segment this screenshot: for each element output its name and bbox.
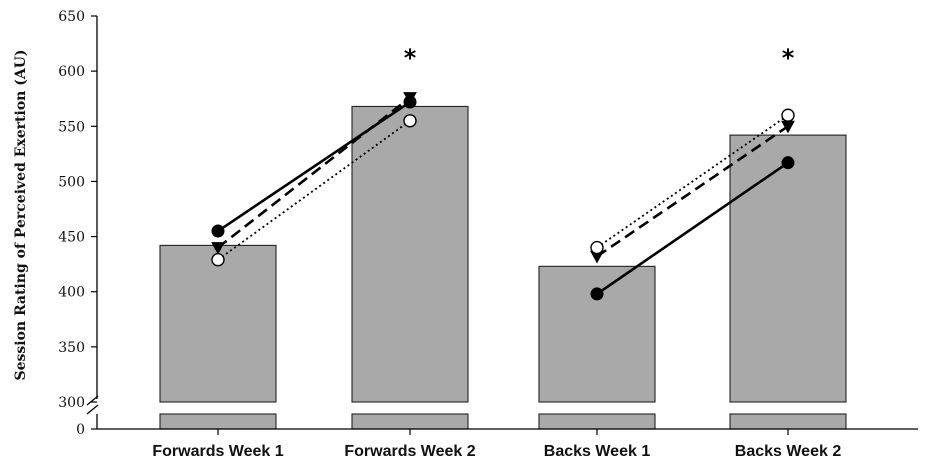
bar-3	[538, 265, 656, 403]
marker-2-1	[211, 242, 225, 255]
marker-6-2	[781, 108, 795, 122]
axis-break-mark-2	[86, 404, 99, 415]
marker-2-2	[403, 92, 417, 105]
significance-marker-4: *	[782, 44, 795, 72]
bar-1	[159, 244, 277, 403]
category-label-4: Backs Week 2	[735, 443, 842, 460]
y-tick-label-400: 400	[58, 285, 85, 301]
marker-1-1	[211, 224, 225, 238]
series-line-6	[596, 114, 789, 249]
bar-stub-2	[351, 413, 469, 430]
y-tick-label-500: 500	[58, 174, 85, 190]
y-tick-label-0: 0	[76, 422, 85, 438]
y-tick-label-650: 650	[58, 9, 85, 25]
marker-6-1	[590, 240, 604, 255]
marker-4-1	[590, 287, 604, 301]
series-line-4	[596, 161, 789, 295]
axis-break-mark-1	[86, 395, 99, 406]
category-label-3: Backs Week 1	[544, 443, 651, 460]
marker-4-2	[781, 156, 795, 170]
y-tick-label-550: 550	[58, 119, 85, 135]
bar-4	[729, 134, 847, 403]
y-tick-label-350: 350	[58, 340, 85, 356]
series-line-1	[217, 100, 411, 233]
series-line-2	[217, 96, 411, 249]
marker-3-1	[211, 253, 225, 267]
y-tick-label-300: 300	[58, 395, 85, 411]
category-label-1: Forwards Week 1	[152, 443, 283, 460]
y-tick-label-450: 450	[58, 230, 85, 246]
category-label-2: Forwards Week 2	[344, 443, 475, 460]
y-tick-label-600: 600	[58, 64, 85, 80]
bar-stub-3	[538, 413, 656, 430]
marker-3-2	[403, 114, 417, 128]
significance-marker-2: *	[404, 44, 417, 72]
y-axis-title: Session Rating of Perceived Exertion (AU…	[13, 49, 29, 380]
bar-stub-4	[729, 413, 847, 430]
series-line-5	[596, 125, 789, 258]
bar-2	[351, 105, 469, 403]
bar-stub-1	[159, 413, 277, 430]
